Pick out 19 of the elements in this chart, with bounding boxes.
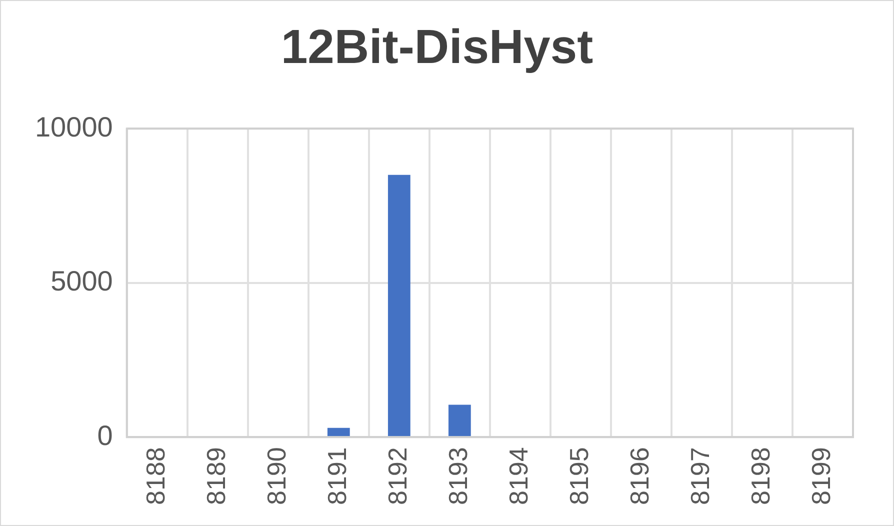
- x-tick-label: 8190: [261, 447, 292, 506]
- y-tick-label: 5000: [50, 266, 113, 297]
- y-tick-label: 10000: [34, 111, 113, 142]
- chart-title: 12Bit-DisHyst: [280, 21, 594, 74]
- x-tick-label: 8194: [503, 447, 534, 506]
- x-tick-label: 8198: [745, 447, 776, 506]
- x-tick-label: 8195: [564, 447, 594, 506]
- x-tick-label: 8196: [624, 447, 654, 506]
- x-tick-label: 8199: [806, 447, 836, 506]
- bar: [388, 174, 410, 436]
- x-tick-label: 8192: [382, 447, 412, 506]
- x-tick-label: 8193: [442, 447, 473, 506]
- bar: [327, 428, 350, 436]
- bar: [448, 404, 471, 436]
- x-tick-label: 8189: [200, 447, 231, 506]
- x-tick-label: 8191: [322, 447, 352, 506]
- y-tick-label: 0: [97, 420, 113, 451]
- x-tick-label: 8197: [684, 447, 715, 506]
- x-tick-label: 8188: [140, 447, 170, 506]
